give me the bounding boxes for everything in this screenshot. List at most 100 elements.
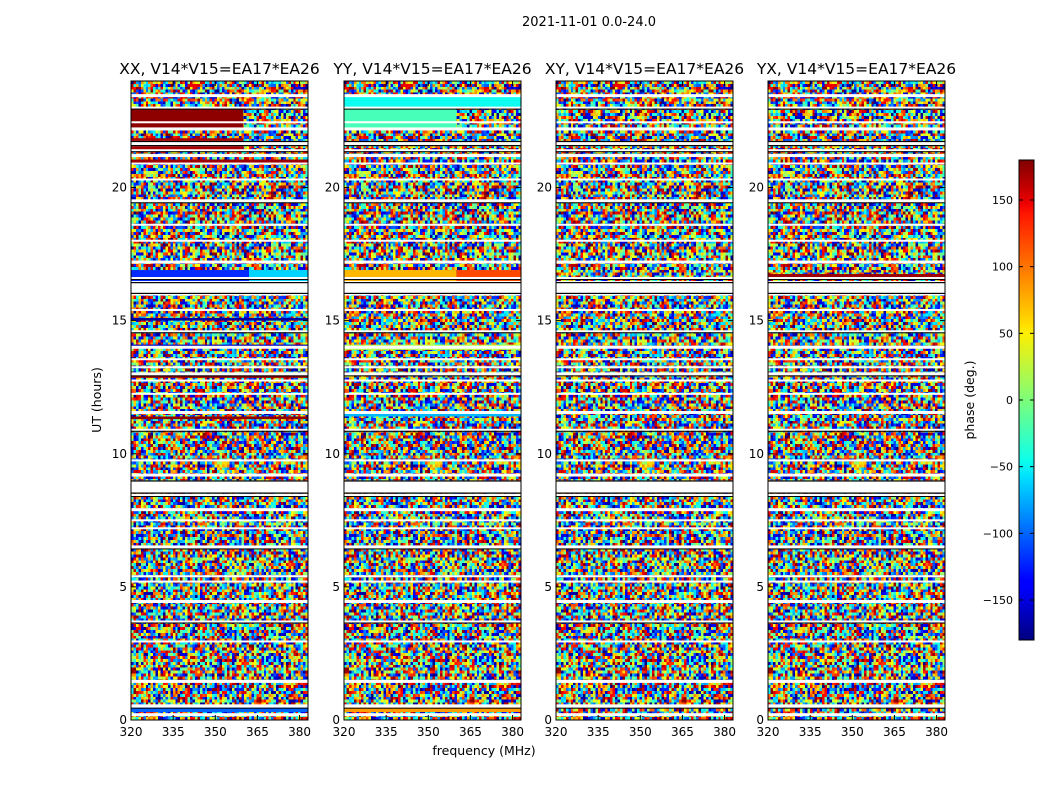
flagged-row-edge: [768, 151, 945, 153]
flagged-row-edge: [344, 151, 521, 153]
flagged-row-edge: [556, 279, 733, 281]
phase-noise: [344, 81, 521, 720]
y-tick-label: 15: [537, 314, 552, 328]
coherent-band: [344, 107, 457, 129]
y-tick-label: 10: [537, 447, 552, 461]
flagged-row: [131, 379, 308, 382]
y-tick-label: 20: [749, 181, 764, 195]
flagged-row: [768, 345, 945, 349]
flagged-row: [131, 330, 308, 333]
flagged-row: [131, 575, 308, 578]
flagged-row: [556, 575, 733, 578]
flagged-gap-edge: [344, 292, 521, 294]
flagged-row-edge: [131, 622, 308, 624]
flagged-row: [768, 379, 945, 382]
flagged-row-edge: [131, 202, 308, 204]
panel-title: YY, V14*V15=EA17*EA26: [332, 60, 531, 78]
flagged-row: [556, 494, 733, 497]
figure-suptitle: 2021-11-01 0.0-24.0: [522, 15, 656, 30]
panel-frame: [767, 80, 946, 721]
flagged-row: [131, 366, 308, 369]
flagged-row: [131, 519, 308, 522]
flagged-row: [768, 260, 945, 264]
flagged-row: [768, 705, 945, 708]
coherent-band: [131, 159, 308, 164]
y-tick-label: 0: [332, 713, 340, 727]
coherent-band: [456, 270, 521, 283]
flagged-row: [344, 127, 521, 131]
flagged-row: [556, 545, 733, 549]
flagged-row: [556, 178, 733, 181]
x-tick-label: 350: [629, 725, 652, 739]
flagged-row: [556, 330, 733, 333]
flagged-row: [344, 379, 521, 382]
flagged-gap-edge: [768, 492, 945, 494]
flagged-row: [131, 345, 308, 349]
flagged-row-edge: [344, 548, 521, 550]
flagged-row-edge: [768, 496, 945, 498]
flagged-gap-edge: [344, 282, 521, 284]
flagged-row-edge: [768, 622, 945, 624]
flagged-row-edge: [556, 151, 733, 153]
flagged-row: [768, 392, 945, 395]
flagged-row: [344, 162, 521, 165]
x-tick-label: 350: [841, 725, 864, 739]
flagged-row: [131, 527, 308, 530]
flagged-row: [131, 705, 308, 708]
flagged-row: [768, 127, 945, 131]
flagged-row-edge: [344, 496, 521, 498]
flagged-row: [131, 508, 308, 512]
phase-noise: [131, 81, 308, 720]
flagged-row-edge: [556, 622, 733, 624]
flagged-gap-edge: [556, 140, 733, 143]
flagged-row: [768, 600, 945, 604]
x-tick-label: 350: [417, 725, 440, 739]
coherent-band: [249, 270, 308, 283]
flagged-row: [344, 410, 521, 414]
y-axis-label: UT (hours): [89, 367, 104, 433]
flagged-row-edge: [131, 279, 308, 281]
flagged-row-edge: [131, 548, 308, 550]
flagged-gap-edge: [768, 282, 945, 284]
x-tick-label: 320: [333, 725, 356, 739]
flagged-row: [556, 640, 733, 643]
flagged-row: [131, 620, 308, 623]
flagged-row: [556, 366, 733, 369]
flagged-row: [768, 94, 945, 98]
flagged-row-edge: [344, 707, 521, 709]
panel-heatmap: [556, 81, 733, 720]
flagged-gap: [131, 282, 308, 294]
x-tick-label: 380: [288, 725, 311, 739]
y-tick-label: 0: [756, 713, 764, 727]
flagged-row-edge: [344, 332, 521, 334]
flagged-row: [768, 575, 945, 578]
flagged-row: [131, 121, 308, 124]
flagged-gap-edge: [768, 140, 945, 143]
flagged-row: [556, 372, 733, 376]
x-tick-label: 365: [883, 725, 906, 739]
flagged-row: [131, 679, 308, 683]
flagged-gap-edge: [344, 480, 521, 482]
flagged-row: [131, 199, 308, 203]
coherent-band: [768, 274, 945, 279]
flagged-gap: [344, 282, 521, 294]
flagged-row: [344, 178, 521, 181]
flagged-row: [768, 428, 945, 431]
panel-4: YX, V14*V15=EA17*EA26 320 335 350 365 380 0 5 10…: [749, 60, 956, 739]
flagged-row: [556, 459, 733, 462]
flagged-row: [131, 277, 308, 280]
flagged-row: [344, 345, 521, 349]
colorbar-ticks: 150 100 50 0 −50 −100 −150: [983, 194, 1034, 607]
x-tick-label: 380: [925, 725, 948, 739]
flagged-row: [768, 527, 945, 530]
x-tick-label: 335: [587, 725, 610, 739]
flagged-row: [768, 519, 945, 522]
flagged-row: [556, 519, 733, 522]
panel-title: XY, V14*V15=EA17*EA26: [545, 60, 744, 78]
flagged-row: [556, 277, 733, 280]
flagged-row: [344, 308, 521, 311]
flagged-row-edge: [556, 332, 733, 334]
coherent-band: [131, 416, 308, 420]
flagged-row: [344, 277, 521, 280]
